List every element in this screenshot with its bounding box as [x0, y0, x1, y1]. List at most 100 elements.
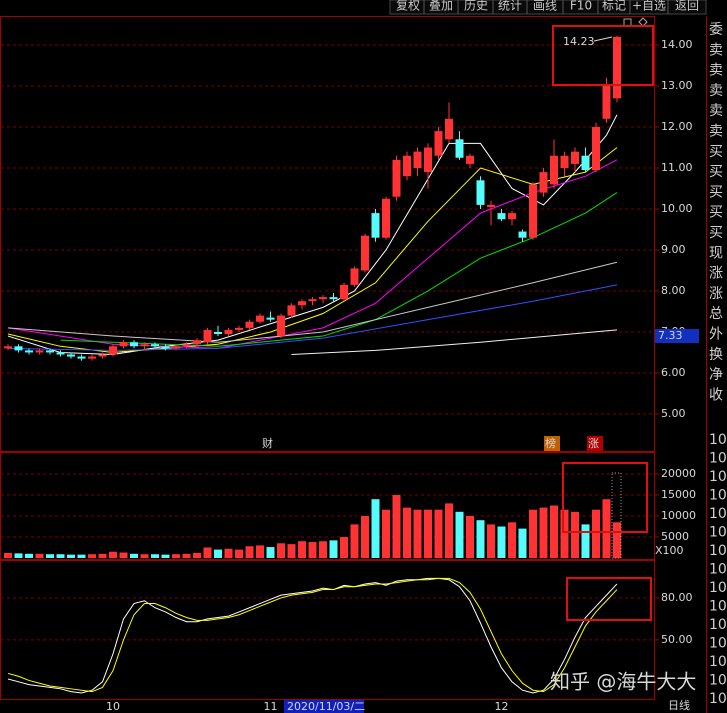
side-label: 买 [709, 225, 723, 241]
candle-body [214, 331, 222, 335]
candle-body [581, 155, 590, 171]
candle-body [277, 315, 285, 337]
toolbar-button[interactable]: +自选 [632, 0, 666, 13]
candle-body [560, 155, 569, 169]
x-tick-label: 11 [264, 700, 278, 713]
period-label[interactable]: 日线 [668, 698, 690, 712]
volume-bar [602, 499, 611, 558]
volume-bar [298, 541, 306, 558]
side-label: 卖 [709, 63, 723, 79]
toolbar-button[interactable]: 画线 [533, 0, 557, 13]
candle-body [403, 155, 411, 177]
y-tick-label: 9.00 [661, 243, 686, 256]
volume-bar [193, 552, 201, 558]
candle-body [172, 346, 180, 349]
candle-body [539, 172, 548, 193]
side-label: 收 [709, 387, 723, 403]
side-label: 委 [709, 22, 723, 38]
y-tick-label: 50.00 [661, 633, 693, 646]
candle-body [35, 350, 44, 353]
marker[interactable]: 财 [262, 436, 273, 450]
candle-body [140, 344, 149, 347]
toolbar-button[interactable]: 复权 [396, 0, 420, 13]
volume-bar [403, 507, 411, 558]
candle-body [298, 301, 306, 306]
y-tick-label: 15000 [661, 488, 696, 501]
side-time: 10: [709, 543, 727, 559]
candle-body [319, 297, 327, 300]
candle-body [329, 297, 338, 300]
candle-body [67, 354, 75, 357]
volume-bar [203, 547, 212, 558]
candle-body [508, 213, 516, 220]
volume-bar [455, 511, 464, 558]
toolbar-button[interactable]: 标记 [602, 0, 626, 13]
volume-bar [592, 509, 600, 558]
volume-bar [550, 505, 558, 558]
marker[interactable]: 涨 [588, 437, 599, 450]
y-tick-label: 10.00 [661, 202, 693, 215]
side-label: 卖 [709, 124, 723, 140]
annotation-box [562, 462, 648, 533]
line-series [7, 577, 618, 693]
x-tick-label: 10 [106, 700, 120, 713]
volume-unit: X100 [655, 544, 684, 557]
volume-bar [77, 554, 86, 558]
toolbar: 复权 叠加 历史 统计 画线 F10 标记 +自选 返回 [389, 0, 707, 15]
line-series [7, 577, 618, 694]
candle-body [98, 354, 107, 357]
volume-bar [172, 554, 180, 558]
volume-bar [308, 542, 317, 558]
volume-bar [224, 548, 233, 558]
y-tick-label: 5000 [661, 530, 689, 543]
toolbar-bg [389, 0, 707, 15]
y-tick-label: 80.00 [661, 591, 693, 604]
marker[interactable]: 榜 [545, 436, 556, 450]
candle-body [424, 147, 432, 173]
candle-body [56, 352, 65, 355]
toolbar-button[interactable]: 历史 [464, 0, 488, 13]
toolbar-button[interactable]: 统计 [498, 0, 522, 13]
volume-panel-frame [0, 452, 655, 560]
side-time: 10: [709, 691, 727, 707]
candle-body [382, 198, 390, 238]
candle-body [287, 305, 296, 316]
volume-bar [88, 554, 96, 558]
volume-bar [434, 509, 443, 558]
side-label: 涨 [709, 286, 723, 302]
toolbar-button[interactable]: F10 [570, 0, 592, 13]
cursor-date: 2020/11/03/二 [287, 700, 365, 713]
side-label: 现 [709, 245, 723, 261]
volume-bar [256, 545, 264, 558]
volume-bar [109, 551, 117, 558]
candle-body [550, 155, 558, 185]
y-tick-label: 8.00 [661, 284, 686, 297]
side-label: 总 [709, 306, 723, 322]
toolbar-button[interactable]: 返回 [675, 0, 699, 13]
candle-body [119, 342, 128, 347]
volume-bar [67, 554, 75, 558]
side-label: 卖 [709, 103, 723, 119]
volume-bar [571, 511, 579, 558]
volume-bar [413, 509, 422, 558]
volume-bar [371, 499, 380, 558]
toolbar-button[interactable]: 叠加 [429, 0, 453, 13]
marker-bg [544, 436, 560, 451]
side-time: 10: [709, 636, 727, 652]
volume-bar [581, 524, 590, 558]
high-label: 14.23 [563, 35, 595, 48]
volume-bar [245, 546, 254, 558]
y-tick-label: 12.00 [661, 120, 693, 133]
price-panel-frame [0, 16, 655, 452]
side-time: 10: [709, 506, 727, 522]
candle-body [77, 356, 86, 359]
candle-body [161, 346, 170, 349]
side-label: 买 [709, 184, 723, 200]
marker-bg [587, 436, 603, 451]
candle-body [455, 139, 464, 158]
volume-bar [287, 544, 296, 558]
line-series [7, 261, 618, 343]
side-time: 10: [709, 599, 727, 615]
kdj-panel-frame [0, 560, 655, 700]
